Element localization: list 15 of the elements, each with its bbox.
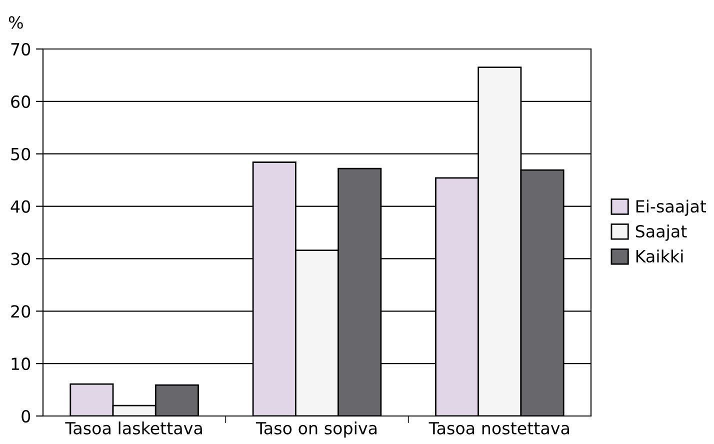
x-tick-label: Tasoa nostettava bbox=[428, 422, 569, 434]
y-tick-label: 30 bbox=[11, 252, 30, 266]
legend-label: Saajat bbox=[636, 224, 687, 241]
legend-label: Kaikki bbox=[636, 250, 683, 263]
y-axis-title: % bbox=[8, 16, 23, 29]
y-tick-label: 10 bbox=[12, 358, 30, 370]
y-tick-label: 70 bbox=[11, 42, 30, 56]
x-tick-label: Taso on sopiva bbox=[256, 422, 377, 438]
legend-label: Ei-saajat bbox=[636, 200, 706, 216]
y-tick-label: 40 bbox=[10, 200, 30, 213]
y-tick-label: 60 bbox=[11, 95, 30, 108]
y-tick-label: 0 bbox=[22, 410, 30, 423]
y-tick-label: 20 bbox=[11, 305, 30, 318]
x-tick-label: Tasoa laskettava bbox=[65, 422, 202, 434]
y-tick-label: 50 bbox=[11, 148, 30, 160]
